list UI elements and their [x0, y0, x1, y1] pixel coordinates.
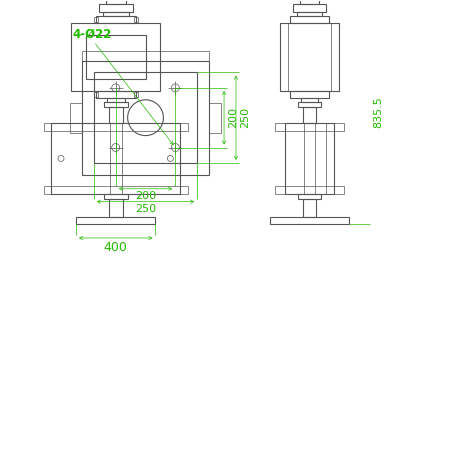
Bar	[96, 16, 135, 23]
Bar	[104, 194, 127, 199]
Bar	[300, 98, 318, 102]
Bar	[108, 199, 122, 217]
Bar	[296, 12, 322, 16]
Bar	[133, 92, 137, 97]
Bar	[106, 0, 125, 4]
Bar	[44, 186, 188, 194]
Bar	[299, 0, 319, 4]
Bar	[51, 122, 180, 194]
Bar	[71, 23, 160, 91]
Bar	[106, 98, 125, 102]
Text: 200: 200	[227, 107, 238, 128]
Bar	[94, 17, 98, 22]
Bar	[44, 122, 188, 131]
Bar	[133, 17, 137, 22]
Bar	[99, 4, 132, 12]
Bar	[70, 103, 82, 133]
Bar	[104, 102, 127, 107]
Bar	[108, 107, 122, 122]
Bar	[82, 51, 209, 61]
Bar	[292, 4, 326, 12]
Bar	[96, 91, 135, 98]
Bar	[284, 122, 334, 194]
Text: 4-Ø22: 4-Ø22	[72, 28, 111, 41]
Bar	[76, 217, 155, 224]
Bar	[274, 186, 344, 194]
Bar	[209, 103, 220, 133]
Bar	[289, 91, 329, 98]
Text: 835.5: 835.5	[372, 96, 382, 128]
Bar	[289, 16, 329, 23]
Text: 250: 250	[239, 107, 250, 128]
Bar	[297, 194, 321, 199]
Text: 200: 200	[135, 191, 156, 201]
Bar	[302, 107, 316, 122]
Bar	[269, 217, 349, 224]
Bar	[86, 35, 145, 79]
Bar	[103, 12, 128, 16]
Text: 400: 400	[104, 241, 127, 254]
Bar	[274, 122, 344, 131]
Bar	[302, 199, 316, 217]
Bar	[82, 61, 209, 175]
Bar	[94, 92, 98, 97]
Bar	[279, 23, 338, 91]
Text: 250: 250	[135, 204, 156, 213]
Bar	[94, 73, 197, 163]
Bar	[297, 102, 321, 107]
